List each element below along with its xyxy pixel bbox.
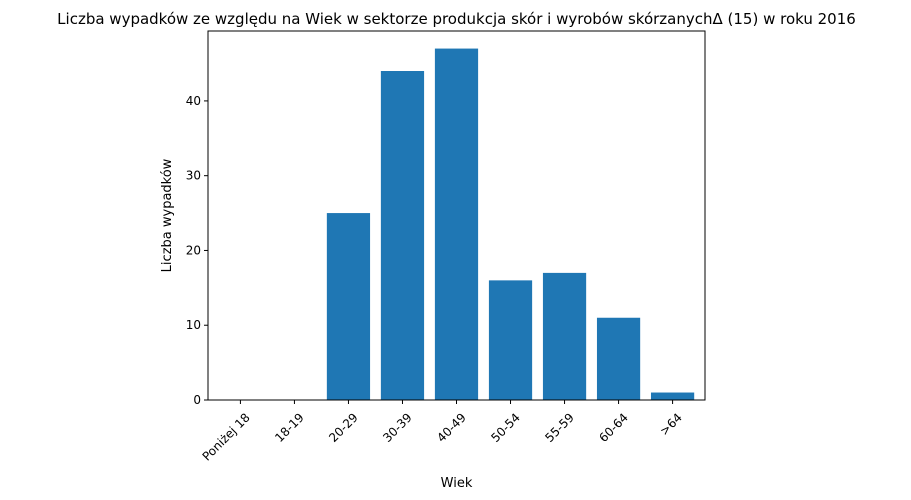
plot-frame [207,30,706,401]
x-axis: Poniżej 18 18-19 20-29 30-39 40-49 50-54 55-59… [200,400,685,464]
y-tick-label: 10 [186,318,201,332]
bar-40-49 [434,48,479,400]
y-tick-label: 20 [186,243,201,257]
bar-60-64 [596,317,641,400]
bars-group [326,48,695,400]
x-tick-label: 40-49 [434,410,469,445]
y-axis-label: Liczba wypadków [160,158,175,272]
bar-30-39 [380,71,425,400]
x-tick-label: 30-39 [380,410,415,445]
x-tick-label: 60-64 [596,410,631,445]
axes-frame [207,30,706,401]
x-tick-label: Poniżej 18 [200,410,253,463]
bar-20-29 [326,213,371,400]
chart-title: Liczba wypadków ze względu na Wiek w sek… [57,10,856,28]
y-tick-label: 0 [193,393,201,407]
x-axis-label: Wiek [441,476,473,491]
x-tick-label: >64 [657,410,685,438]
bar-55-59 [542,272,587,400]
x-tick-label: 55-59 [542,410,577,445]
x-tick-label: 18-19 [272,410,307,445]
y-axis: 0 10 20 30 40 [186,94,208,407]
bar-50-54 [488,280,533,400]
y-tick-label: 30 [186,169,201,183]
y-tick-label: 40 [186,94,201,108]
bar->64 [650,392,695,400]
x-tick-label: 50-54 [488,410,523,445]
x-tick-label: 20-29 [326,410,361,445]
